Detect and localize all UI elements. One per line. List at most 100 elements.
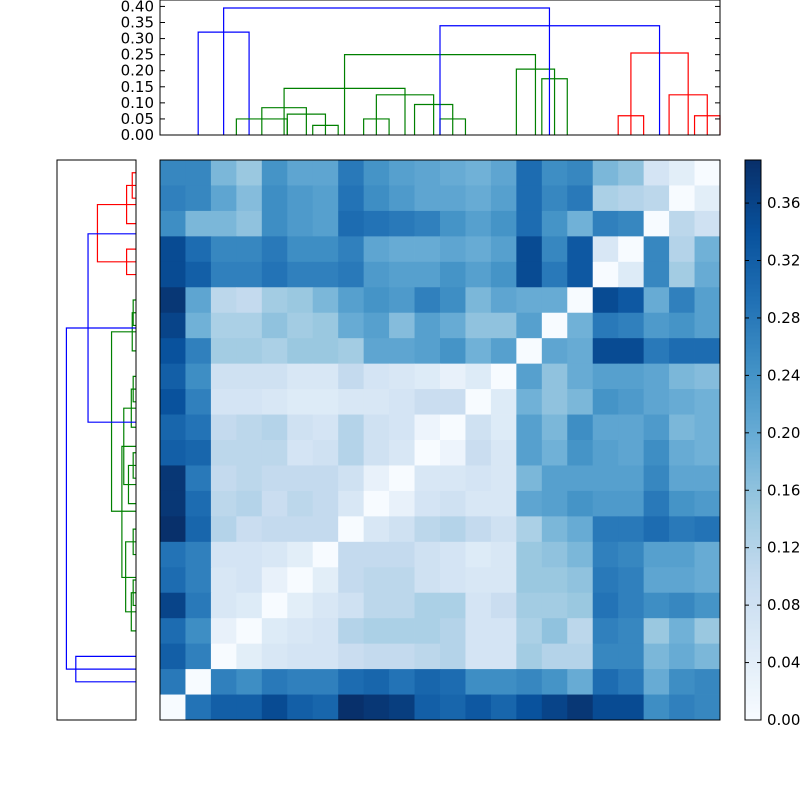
heatmap-cell — [465, 160, 492, 186]
heatmap-cell — [440, 465, 466, 492]
colorbar-segment — [745, 364, 761, 369]
colorbar-segment — [745, 428, 761, 433]
heatmap-cell — [669, 236, 695, 263]
heatmap-cell — [567, 312, 594, 339]
heatmap-cell — [389, 465, 415, 492]
colorbar-segment — [745, 472, 761, 477]
heatmap-cell — [338, 338, 365, 365]
colorbar-segment — [745, 304, 761, 309]
top-dendrogram-link — [223, 7, 551, 135]
heatmap-cell — [669, 592, 695, 619]
colorbar-segment — [745, 640, 761, 645]
heatmap-cell — [287, 160, 314, 186]
colorbar-segment — [745, 524, 761, 529]
heatmap-cell — [414, 567, 441, 594]
colorbar-segment — [745, 268, 761, 273]
colorbar-segment — [745, 660, 761, 665]
heatmap-cell — [363, 516, 390, 543]
heatmap-cell — [160, 312, 186, 339]
heatmap-cell — [261, 516, 288, 543]
heatmap-cell — [694, 287, 721, 314]
heatmap-cell — [389, 363, 415, 390]
heatmap-cell — [465, 414, 492, 441]
heatmap-cell — [363, 490, 390, 517]
heatmap-cell — [592, 669, 619, 695]
heatmap-cell — [618, 440, 645, 466]
heatmap-cell — [261, 312, 288, 339]
heatmap-cell — [338, 287, 365, 314]
heatmap-cell — [363, 363, 390, 390]
heatmap-cell — [669, 643, 695, 670]
heatmap-cell — [287, 592, 314, 619]
colorbar-segment — [745, 548, 761, 553]
heatmap-cell — [160, 618, 186, 645]
heatmap-cell — [210, 185, 237, 212]
colorbar-segment — [745, 712, 761, 717]
heatmap-cell — [210, 440, 237, 466]
colorbar-tick-label: 0.20 — [767, 424, 800, 442]
colorbar-segment — [745, 404, 761, 409]
heatmap-cell — [618, 592, 645, 619]
heatmap-cell — [541, 236, 568, 263]
colorbar-segment — [745, 224, 761, 229]
heatmap-cell — [287, 490, 314, 517]
heatmap-cell — [567, 236, 594, 263]
colorbar-segment — [745, 680, 761, 685]
heatmap-cell — [490, 465, 517, 492]
heatmap-cell — [592, 490, 619, 517]
heatmap-cell — [440, 261, 466, 288]
heatmap-cell — [160, 465, 186, 492]
colorbar-segment — [745, 684, 761, 689]
heatmap-cell — [592, 338, 619, 365]
heatmap-cell — [516, 490, 543, 517]
heatmap-cell — [440, 236, 466, 263]
colorbar-segment — [745, 648, 761, 653]
heatmap-cell — [618, 694, 645, 721]
heatmap-cell — [592, 185, 619, 212]
heatmap-cell — [287, 567, 314, 594]
heatmap-cell — [618, 363, 645, 390]
heatmap-cell — [338, 236, 365, 263]
heatmap-cell — [160, 541, 186, 568]
heatmap-cell — [338, 363, 365, 390]
heatmap-cell — [414, 669, 441, 695]
heatmap-cell — [592, 440, 619, 466]
heatmap-cell — [592, 236, 619, 263]
heatmap-cell — [541, 287, 568, 314]
colorbar-segment — [745, 248, 761, 253]
heatmap-cell — [567, 541, 594, 568]
heatmap-cell — [643, 465, 670, 492]
heatmap-cell — [287, 363, 314, 390]
heatmap-cell — [669, 618, 695, 645]
colorbar-segment — [745, 352, 761, 357]
heatmap-cell — [440, 440, 466, 466]
heatmap-cell — [363, 338, 390, 365]
heatmap-cell — [465, 669, 492, 695]
colorbar-segment — [745, 312, 761, 317]
heatmap-cell — [363, 694, 390, 721]
heatmap-cell — [618, 516, 645, 543]
heatmap-cell — [236, 389, 263, 415]
colorbar-segment — [745, 232, 761, 237]
colorbar-segment — [745, 220, 761, 225]
colorbar-segment — [745, 416, 761, 421]
heatmap-cell — [261, 389, 288, 415]
heatmap-cell — [567, 210, 594, 237]
heatmap-cell — [236, 236, 263, 263]
heatmap-cell — [389, 440, 415, 466]
colorbar-segment — [745, 544, 761, 549]
colorbar-segment — [745, 184, 761, 189]
heatmap-cell — [414, 160, 441, 186]
heatmap-cell — [160, 516, 186, 543]
heatmap-cell — [516, 618, 543, 645]
y-tick-label: 0.35 — [121, 14, 154, 32]
heatmap-cell — [516, 312, 543, 339]
heatmap-cell — [261, 185, 288, 212]
heatmap-cell — [389, 516, 415, 543]
heatmap-cell — [312, 210, 339, 237]
top-dendrogram-frame — [159, 0, 721, 136]
heatmap-cell — [338, 516, 365, 543]
colorbar-segment — [745, 476, 761, 481]
heatmap-cell — [541, 261, 568, 288]
heatmap-cell — [516, 414, 543, 441]
